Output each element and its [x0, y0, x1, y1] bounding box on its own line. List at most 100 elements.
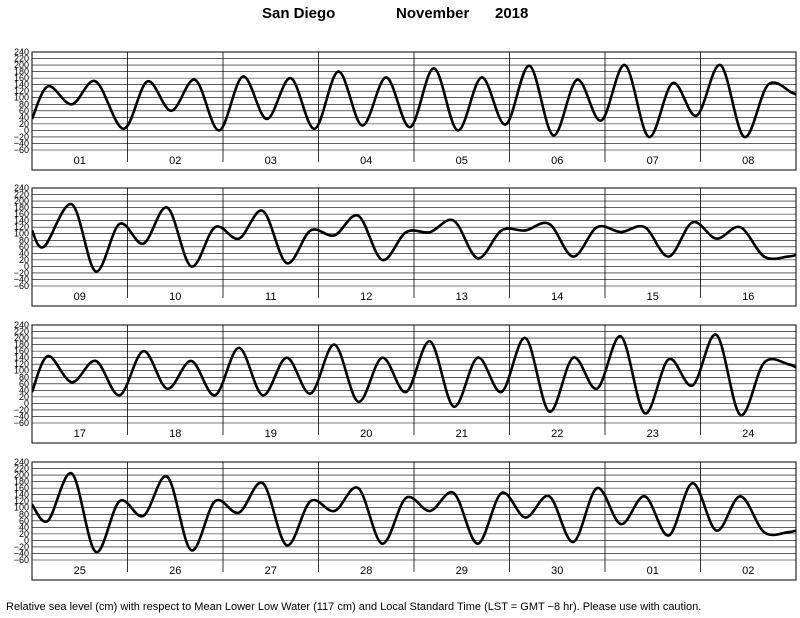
panel-1: 240220200180160140120100806040200−20−40−… — [14, 47, 797, 171]
day-label: 29 — [456, 565, 468, 577]
y-tick-label: −60 — [14, 418, 29, 428]
day-label: 28 — [360, 565, 372, 577]
y-tick-label: 120 — [14, 86, 29, 96]
y-tick-label: 0 — [24, 261, 29, 271]
y-tick-label: 80 — [19, 509, 29, 519]
y-tick-label: 220 — [14, 54, 29, 64]
day-label: 14 — [551, 291, 563, 303]
y-tick-label: 240 — [14, 183, 29, 193]
day-label: 22 — [551, 428, 563, 440]
day-label: 01 — [74, 155, 86, 167]
y-tick-label: 80 — [19, 99, 29, 109]
y-tick-label: −60 — [14, 555, 29, 565]
y-tick-label: 140 — [14, 80, 29, 90]
panel-frame — [31, 461, 797, 581]
day-label: 01 — [647, 565, 659, 577]
y-tick-label: 120 — [14, 222, 29, 232]
day-label: 09 — [74, 291, 86, 303]
tide-curve — [32, 333, 796, 417]
day-label: 26 — [169, 565, 181, 577]
y-tick-label: 20 — [19, 529, 29, 539]
y-tick-label: 100 — [14, 229, 29, 239]
y-tick-label: −20 — [14, 268, 29, 278]
title-year: 2018 — [495, 5, 529, 22]
panel-2: 240220200180160140120100806040200−20−40−… — [14, 183, 797, 307]
y-tick-label: 40 — [19, 248, 29, 258]
y-tick-label: 60 — [19, 379, 29, 389]
y-tick-label: −40 — [14, 548, 29, 558]
panel-frame — [31, 51, 797, 171]
y-tick-label: 40 — [19, 112, 29, 122]
day-label: 06 — [551, 155, 563, 167]
day-label: 18 — [169, 428, 181, 440]
y-tick-label: 180 — [14, 67, 29, 77]
y-tick-label: 180 — [14, 340, 29, 350]
y-tick-label: 0 — [24, 398, 29, 408]
day-label: 02 — [169, 155, 181, 167]
y-tick-label: 0 — [24, 535, 29, 545]
y-tick-label: −20 — [14, 542, 29, 552]
day-label: 04 — [360, 155, 372, 167]
y-tick-label: −40 — [14, 274, 29, 284]
y-tick-label: 120 — [14, 496, 29, 506]
y-tick-label: 200 — [14, 196, 29, 206]
y-tick-label: 60 — [19, 242, 29, 252]
y-tick-label: −20 — [14, 132, 29, 142]
y-tick-label: 80 — [19, 235, 29, 245]
day-label: 13 — [456, 291, 468, 303]
day-label: 11 — [265, 291, 276, 303]
day-label: 20 — [360, 428, 372, 440]
y-tick-label: −40 — [14, 411, 29, 421]
day-label: 24 — [742, 428, 754, 440]
day-label: 30 — [551, 565, 563, 577]
y-tick-label: 0 — [24, 125, 29, 135]
day-label: 15 — [647, 291, 659, 303]
title-location: San Diego — [262, 5, 336, 22]
y-tick-label: 20 — [19, 119, 29, 129]
day-label: 25 — [74, 565, 86, 577]
y-tick-label: 160 — [14, 73, 29, 83]
y-tick-label: −20 — [14, 405, 29, 415]
tide-curve — [32, 203, 796, 273]
y-tick-label: −60 — [14, 145, 29, 155]
day-label: 08 — [742, 155, 754, 167]
y-tick-label: 140 — [14, 490, 29, 500]
footnote: Relative sea level (cm) with respect to … — [6, 601, 702, 613]
day-label: 27 — [265, 565, 277, 577]
y-tick-label: 140 — [14, 353, 29, 363]
y-tick-label: 240 — [14, 320, 29, 330]
y-tick-label: 220 — [14, 190, 29, 200]
day-label: 21 — [456, 428, 468, 440]
day-label: 03 — [265, 155, 277, 167]
y-tick-label: 20 — [19, 392, 29, 402]
y-tick-label: 240 — [14, 47, 29, 57]
panel-frame — [31, 187, 797, 307]
y-tick-label: 40 — [19, 385, 29, 395]
y-tick-label: 200 — [14, 333, 29, 343]
panel-frame — [31, 324, 797, 444]
tide-curve — [32, 63, 796, 139]
day-label: 23 — [647, 428, 659, 440]
y-tick-label: 100 — [14, 93, 29, 103]
day-label: 05 — [456, 155, 468, 167]
y-tick-label: −60 — [14, 281, 29, 291]
y-tick-label: 240 — [14, 457, 29, 467]
y-tick-label: 220 — [14, 327, 29, 337]
y-tick-label: −40 — [14, 138, 29, 148]
panel-3: 240220200180160140120100806040200−20−40−… — [14, 320, 797, 444]
y-tick-label: 140 — [14, 216, 29, 226]
y-tick-label: 160 — [14, 346, 29, 356]
title-month: November — [396, 5, 470, 22]
y-tick-label: 100 — [14, 366, 29, 376]
panel-4: 240220200180160140120100806040200−20−40−… — [14, 457, 797, 581]
y-tick-label: 160 — [14, 209, 29, 219]
day-label: 16 — [742, 291, 754, 303]
y-tick-label: 180 — [14, 477, 29, 487]
y-tick-label: 200 — [14, 470, 29, 480]
day-label: 12 — [360, 291, 372, 303]
y-tick-label: 200 — [14, 60, 29, 70]
day-label: 17 — [74, 428, 86, 440]
y-tick-label: 80 — [19, 372, 29, 382]
y-tick-label: 120 — [14, 359, 29, 369]
chart-title: San Diego November 2018 — [0, 5, 800, 27]
